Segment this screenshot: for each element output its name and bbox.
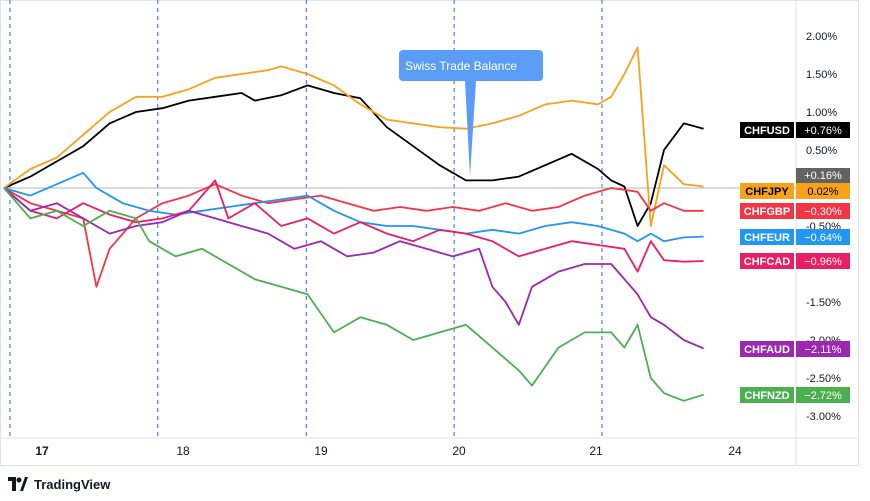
series-line-chfjpy [3,46,704,227]
x-tick-label: 24 [728,444,742,458]
series-badge-chfgbp [796,203,850,219]
footer: TradingView [8,473,110,495]
series-value-chfcad: −0.96% [804,256,842,268]
x-tick-label: 21 [589,444,603,458]
y-tick-label: -1.50% [806,297,841,309]
series-badge-chfaud [796,341,850,357]
series-tag-chfcad [740,253,794,269]
annotation-label: Swiss Trade Balance [405,59,517,73]
tradingview-logo-text: TradingView [34,476,111,492]
y-tick-label: -2.50% [806,373,841,385]
series-badge-chfcad [796,253,850,269]
series-name-chfaud: CHFAUD [744,344,790,356]
series-name-chfcad: CHFCAD [744,256,790,268]
y-tick-label: 2.00% [806,31,837,43]
y-tick-label: 0.50% [806,145,837,157]
series-value-chfeur: −0.64% [804,232,842,244]
series-tag-chfusd [740,122,794,138]
series-name-chfusd: CHFUSD [744,125,790,137]
series-tag-chfeur [740,229,794,245]
series-tag-chfgbp [740,203,794,219]
series-value-chfusd: +0.76% [804,125,842,137]
series-line-chfnzd [3,187,704,402]
series-tag-chfnzd [740,387,794,403]
series-value-chfgbp: −0.30% [804,206,842,218]
tradingview-logo-icon[interactable] [8,477,28,491]
x-tick-label: 18 [176,444,190,458]
y-tick-label: 1.50% [806,69,837,81]
series-line-chfusd [3,84,704,227]
x-tick-label: 17 [35,444,49,458]
series-badge-chfusd [796,122,850,138]
series-line-chfcad [3,179,704,273]
series-value-chfjpy: 0.02% [807,186,838,198]
series-name-chfeur: CHFEUR [744,232,790,244]
annotation-box [399,50,543,81]
series-line-chfeur [3,171,704,243]
x-tick-label: 20 [452,444,466,458]
y-tick-label: -3.00% [806,411,841,423]
series-value-chfnzd: −2.72% [804,390,842,402]
series-badge-chfnzd [796,387,850,403]
chart-svg[interactable]: 2.00%1.50%1.00%0.50%-0.50%-1.50%-2.00%-2… [0,0,870,470]
series-name-chfnzd: CHFNZD [744,390,789,402]
y-tick-label: 1.00% [806,107,837,119]
series-tag-chfaud [740,341,794,357]
series-badge-chfeur [796,229,850,245]
x-tick-label: 19 [314,444,328,458]
series-value-chfaud: −2.11% [805,344,842,356]
series-tag-chfjpy [740,183,794,199]
series-badge-chfjpy [796,183,850,199]
series-name-chfjpy: CHFJPY [745,186,789,198]
gray-price-badge-label: +0.16% [804,170,842,182]
annotation-pointer [465,81,476,176]
series-name-chfgbp: CHFGBP [744,206,790,218]
gray-price-badge [796,168,850,183]
series-line-chfgbp [3,183,704,288]
